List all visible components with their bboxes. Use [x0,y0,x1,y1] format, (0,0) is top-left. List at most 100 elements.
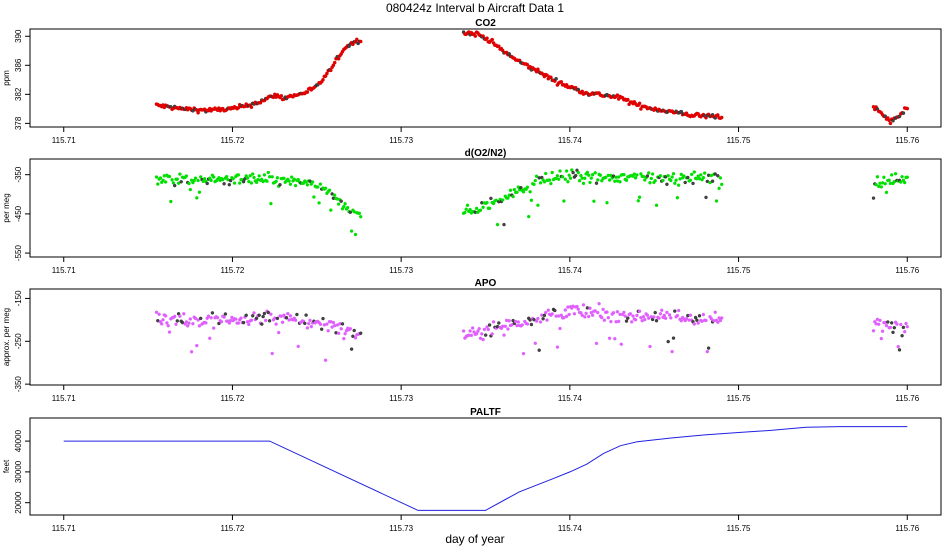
data-point [269,201,273,206]
data-point [502,222,506,227]
data-point [602,318,607,322]
data-point [169,199,173,204]
x-tick-label: 115.72 [221,394,245,403]
data-point [566,179,570,184]
data-point [195,196,199,200]
data-point [708,180,712,185]
data-point [594,341,599,346]
data-point [895,322,899,326]
data-point [310,180,315,184]
data-point [533,178,537,183]
data-point [184,174,189,178]
data-point [305,90,310,94]
data-point [581,303,586,307]
data-point [649,176,653,181]
data-point [541,317,545,321]
data-point [871,329,876,333]
data-point [348,210,352,215]
data-point [675,313,680,318]
data-point [486,327,490,332]
data-point [525,322,530,326]
data-point [709,317,713,321]
data-point [594,181,599,185]
data-point [637,309,642,313]
data-point [176,181,181,185]
data-point [282,176,286,181]
data-point [197,190,202,194]
data-point [671,171,676,176]
data-point [237,181,242,185]
data-point [165,321,169,325]
data-point [905,325,909,329]
data-point [542,313,547,318]
data-point [198,175,203,179]
series-line [63,426,908,511]
data-point [601,307,605,312]
data-point [576,307,580,311]
data-point [175,319,180,323]
data-point [878,318,882,323]
data-point [647,316,651,320]
data-point [480,332,484,336]
data-point [241,320,246,325]
data-point [587,173,591,178]
data-point [590,313,595,317]
data-point [211,326,216,330]
data-point [286,311,290,316]
data-point [348,327,352,331]
data-point [567,312,571,317]
data-point [236,321,241,325]
data-point [663,316,668,320]
data-point [178,314,182,318]
data-point [232,181,237,185]
data-point [695,318,699,322]
data-point [167,330,172,334]
data-point [267,319,272,323]
data-point [648,181,652,185]
data-point [277,330,281,335]
data-point [503,324,507,328]
data-point [622,310,626,315]
data-point [871,196,876,200]
data-point [510,323,514,327]
data-point [353,232,358,237]
data-point [618,180,622,184]
data-point [487,323,492,327]
data-point [474,332,479,336]
data-point [349,229,354,233]
data-point [354,37,359,42]
y-tick-label: 386 [14,58,23,72]
data-point [252,311,256,315]
data-point [891,330,895,335]
data-point [593,171,597,175]
data-point [529,198,534,203]
data-point [890,321,894,325]
data-point [657,316,661,320]
data-point [250,314,255,318]
data-point [278,183,282,187]
data-point [532,182,536,187]
x-tick-label: 115.73 [389,266,413,275]
data-point [555,174,560,178]
data-point [336,331,341,335]
data-point [343,201,347,206]
data-point [501,198,505,202]
data-point [491,201,496,206]
data-point [674,178,678,182]
data-point [571,170,575,175]
data-point [542,180,547,184]
data-point [716,320,720,324]
panel-title: APO [475,278,497,289]
data-point [304,313,308,317]
data-point [308,318,312,323]
data-point [653,310,657,315]
data-point [339,327,343,331]
data-point [284,316,289,320]
data-point [633,318,638,322]
data-point [474,206,479,211]
data-point [317,201,321,205]
data-point [596,310,600,315]
data-point [534,319,539,323]
data-point [249,318,254,322]
data-point [481,337,485,342]
